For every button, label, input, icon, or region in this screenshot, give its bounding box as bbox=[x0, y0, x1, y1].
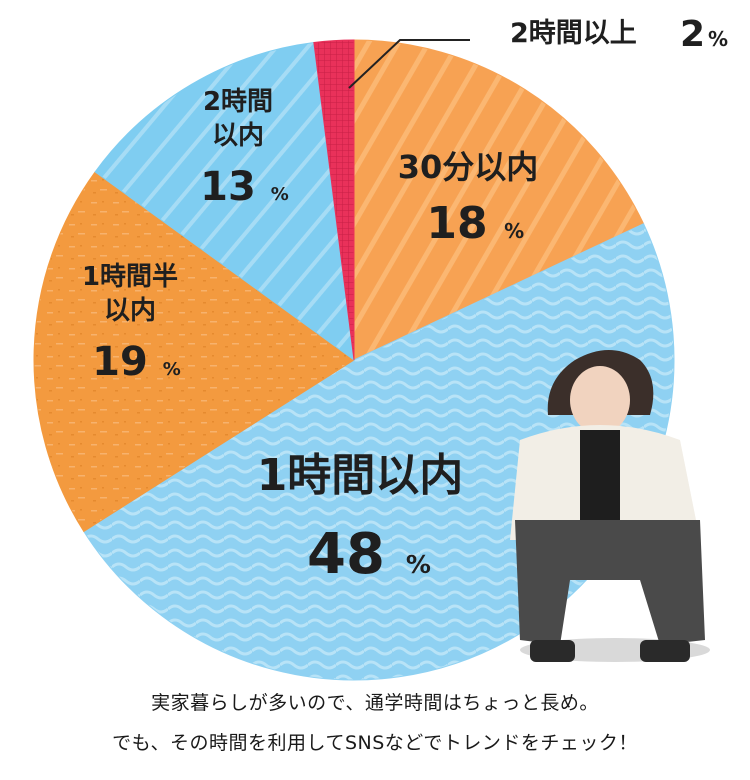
slice-label-2hours-line-2: 以内 bbox=[212, 121, 264, 151]
slice-30min bbox=[353, 39, 645, 361]
slice-unit-2hours: % bbox=[271, 184, 289, 205]
slice-label-1hour-line-1: 1時間以内 bbox=[257, 450, 464, 501]
slice-unit-over-2hours: % bbox=[708, 27, 728, 51]
slice-unit-1-5hours: % bbox=[163, 359, 181, 380]
slice-label-over-2hours: 2時間以上 bbox=[510, 18, 637, 49]
small-slice-leader-line bbox=[348, 39, 470, 89]
slice-value-2hours: 13 bbox=[200, 164, 256, 210]
slice-unit-1hour: % bbox=[406, 550, 431, 579]
slice-unit-30min: % bbox=[504, 219, 524, 243]
slice-over-2hours bbox=[313, 39, 355, 361]
slice-label-2hours-line-1: 2時間 bbox=[203, 87, 273, 117]
caption-line-2: でも、その時間を利用してSNSなどでトレンドをチェック！ bbox=[112, 732, 638, 754]
caption-line-1: 実家暮らしが多いので、通学時間はちょっと長め。 bbox=[151, 692, 599, 714]
slice-value-30min: 18 bbox=[426, 198, 487, 249]
slice-label-1-5hours-line-2: 以内 bbox=[104, 296, 156, 326]
slice-label-30min-line-1: 30分以内 bbox=[398, 148, 539, 186]
slice-label-1-5hours-line-1: 1時間半 bbox=[82, 262, 178, 292]
slice-value-1hour: 48 bbox=[307, 522, 385, 587]
seated-person-photo bbox=[510, 350, 710, 662]
slice-value-over-2hours: 2 bbox=[680, 14, 705, 55]
slice-1-5hours bbox=[33, 171, 355, 533]
slice-2hours bbox=[94, 41, 355, 362]
slice-value-1-5hours: 19 bbox=[92, 339, 148, 385]
